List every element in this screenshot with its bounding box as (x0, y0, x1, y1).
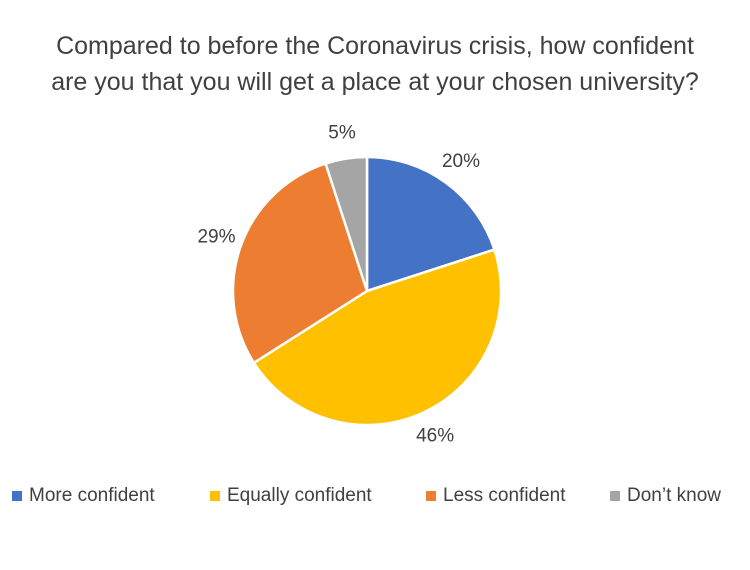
legend-swatch-more-confident (12, 491, 22, 501)
pie-slice-more-confident (365, 155, 496, 293)
legend-item-less-confident: Less confident (426, 485, 566, 507)
legend: More confident Equally confident Less co… (0, 485, 750, 515)
legend-item-equally-confident: Equally confident (210, 485, 372, 507)
chart-title: Compared to before the Coronavirus crisi… (0, 28, 750, 100)
legend-label-dont-know: Don’t know (627, 485, 721, 506)
chart-title-line-1: Compared to before the Coronavirus crisi… (56, 32, 694, 60)
data-label-more-confident: 20% (442, 151, 480, 172)
legend-label-less-confident: Less confident (443, 485, 566, 506)
legend-label-equally-confident: Equally confident (227, 485, 372, 506)
data-label-less-confident: 29% (197, 226, 235, 247)
pie-slice-equally-confident (252, 248, 503, 427)
legend-item-dont-know: Don’t know (610, 485, 721, 507)
legend-swatch-dont-know (610, 491, 620, 501)
data-label-equally-confident: 46% (416, 425, 454, 446)
legend-item-more-confident: More confident (12, 485, 155, 507)
legend-swatch-less-confident (426, 491, 436, 501)
legend-swatch-equally-confident (210, 491, 220, 501)
pie-slice-don-t-know (324, 155, 369, 293)
chart-title-line-2: are you that you will get a place at you… (51, 68, 699, 96)
data-label-don-t-know: 5% (328, 123, 356, 144)
pie-slice-less-confident (231, 162, 369, 365)
legend-label-more-confident: More confident (29, 485, 155, 506)
